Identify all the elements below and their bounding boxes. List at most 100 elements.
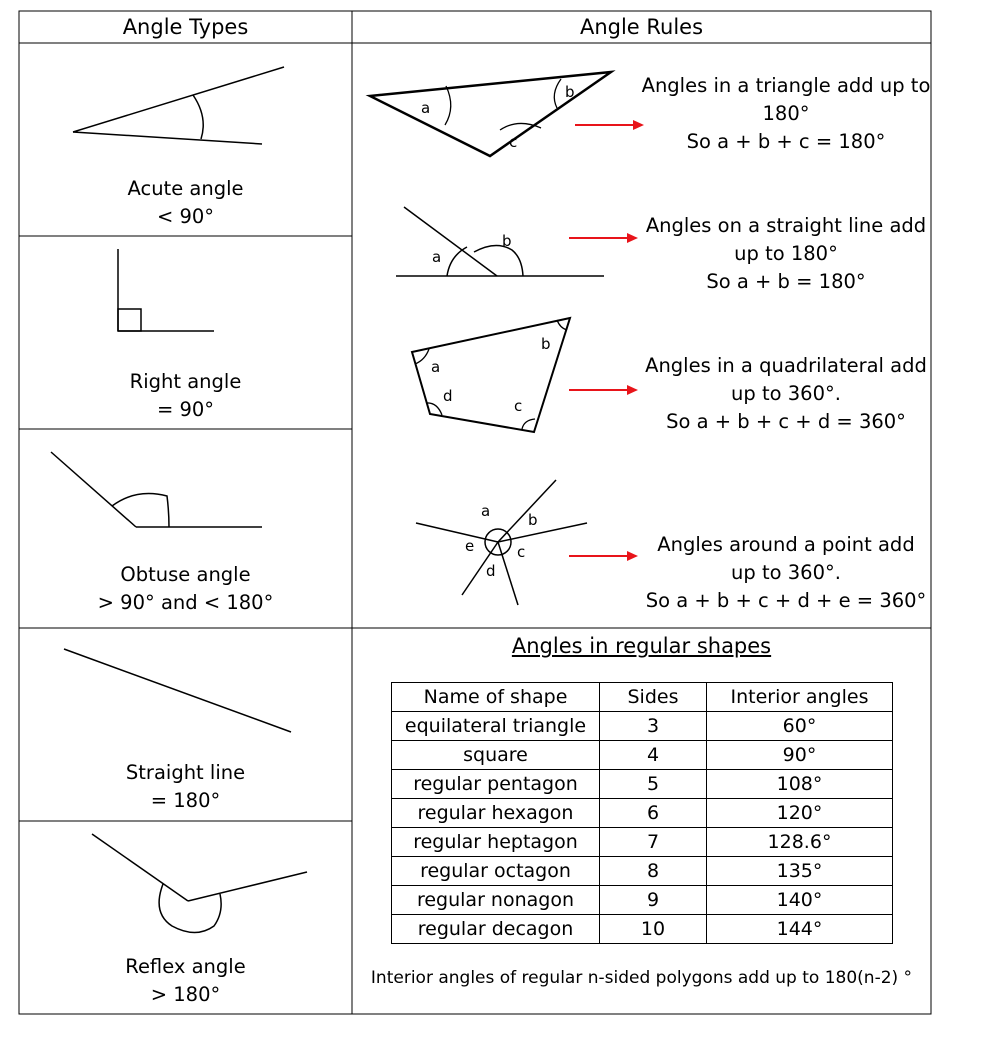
- sides-cell: 4: [599, 740, 707, 770]
- point-rule-text: Angles around a point add up to 360°. So…: [641, 531, 931, 615]
- point-label-e: e: [465, 537, 474, 555]
- obtuse-angle-name: Obtuse angle: [120, 563, 251, 586]
- sides-cell: 6: [599, 798, 707, 828]
- straight-line-name: Straight line: [125, 761, 246, 784]
- angle-cell: 128.6°: [706, 827, 893, 857]
- shape-name-cell: regular octagon: [391, 856, 600, 886]
- quadrilateral-rule-line-1: Angles in a quadrilateral add: [645, 354, 927, 377]
- red-arrow-icon: [569, 233, 638, 243]
- straight-line-rule-line-1: Angles on a straight line add: [645, 214, 927, 237]
- right-angle-caption: Right angle = 90°: [19, 368, 352, 424]
- shape-name-cell: regular nonagon: [391, 885, 600, 915]
- column-header-sides: Sides: [599, 682, 707, 712]
- table-grid: [18, 10, 932, 1015]
- column-header-angles: Interior angles: [706, 682, 893, 712]
- angle-cell: 108°: [706, 769, 893, 799]
- acute-angle-diagram: [72, 66, 285, 145]
- red-arrow-icon: [569, 385, 638, 395]
- column-header-name: Name of shape: [391, 682, 600, 712]
- reflex-angle-diagram: [91, 833, 308, 934]
- sides-cell: 3: [599, 711, 707, 741]
- table-body: equilateral triangle 3 60° square 4 90° regu…: [391, 711, 893, 944]
- shape-name-cell: equilateral triangle: [391, 711, 600, 741]
- reflex-angle-caption: Reflex angle > 180°: [19, 953, 352, 1009]
- point-label-b: b: [528, 511, 538, 529]
- sides-cell: 5: [599, 769, 707, 799]
- header-angle-types: Angle Types: [122, 15, 249, 39]
- red-arrow-icon: [569, 551, 638, 561]
- point-label-a: a: [481, 502, 490, 520]
- table-row: regular heptagon 7 128.6°: [391, 827, 893, 857]
- straight-line-caption: Straight line = 180°: [19, 759, 352, 815]
- point-rule-line-1: Angles around a point add: [657, 533, 915, 556]
- right-angle-diagram: [117, 249, 214, 332]
- acute-angle-value: < 90°: [156, 205, 215, 228]
- table-row: regular octagon 8 135°: [391, 856, 893, 886]
- obtuse-angle-value: > 90° and < 180°: [97, 591, 274, 614]
- straight-line-rule-line-2: up to 180°: [734, 242, 838, 265]
- straight-line-value: = 180°: [150, 789, 221, 812]
- obtuse-angle-diagram: [50, 451, 262, 528]
- shape-name-cell: regular decagon: [391, 914, 600, 944]
- shape-name-cell: regular heptagon: [391, 827, 600, 857]
- table-row: equilateral triangle 3 60°: [391, 711, 893, 741]
- quad-label-c: c: [514, 397, 522, 415]
- shape-name-cell: regular pentagon: [391, 769, 600, 799]
- table-row: regular nonagon 9 140°: [391, 885, 893, 915]
- triangle-label-c: c: [509, 133, 517, 151]
- angle-cell: 60°: [706, 711, 893, 741]
- regular-shapes-footnote: Interior angles of regular n-sided polyg…: [370, 968, 913, 988]
- quad-label-a: a: [431, 358, 440, 376]
- triangle-rule-text: Angles in a triangle add up to 180° So a…: [641, 72, 931, 156]
- quad-label-d: d: [443, 387, 453, 405]
- point-label-d: d: [486, 562, 496, 580]
- right-angle-name: Right angle: [129, 370, 242, 393]
- regular-shapes-title: Angles in regular shapes: [511, 634, 772, 658]
- point-diagram: [415, 479, 588, 606]
- quadrilateral-diagram: [410, 316, 572, 434]
- angle-cell: 140°: [706, 885, 893, 915]
- point-rule-line-2: up to 360°.: [731, 561, 841, 584]
- table-row: regular decagon 10 144°: [391, 914, 893, 944]
- angle-cell: 144°: [706, 914, 893, 944]
- angle-cell: 120°: [706, 798, 893, 828]
- regular-shapes-table: Name of shape Sides Interior angles equi…: [391, 682, 893, 944]
- triangle-diagram: [365, 70, 616, 158]
- point-rule-line-3: So a + b + c + d + e = 360°: [645, 589, 927, 612]
- sides-cell: 8: [599, 856, 707, 886]
- quadrilateral-rule-text: Angles in a quadrilateral add up to 360°…: [641, 352, 931, 436]
- triangle-rule-line-3: So a + b + c = 180°: [686, 130, 886, 153]
- triangle-label-b: b: [565, 83, 575, 101]
- acute-angle-name: Acute angle: [127, 177, 244, 200]
- quadrilateral-rule-line-2: up to 360°.: [731, 382, 841, 405]
- straight-line-diagram: [63, 648, 292, 733]
- quad-label-b: b: [541, 335, 551, 353]
- acute-angle-caption: Acute angle < 90°: [19, 175, 352, 231]
- sides-cell: 10: [599, 914, 707, 944]
- table-row: regular hexagon 6 120°: [391, 798, 893, 828]
- right-angle-value: = 90°: [156, 398, 215, 421]
- point-label-c: c: [517, 543, 525, 561]
- header-angle-rules: Angle Rules: [579, 15, 704, 39]
- straight-line-rule-diagram: [396, 206, 604, 277]
- angle-cell: 90°: [706, 740, 893, 770]
- sides-cell: 7: [599, 827, 707, 857]
- line-label-b: b: [502, 232, 512, 250]
- straight-line-rule-line-3: So a + b = 180°: [706, 270, 866, 293]
- line-label-a: a: [432, 248, 441, 266]
- table-header-row: Name of shape Sides Interior angles: [391, 682, 893, 712]
- shape-name-cell: square: [391, 740, 600, 770]
- quadrilateral-rule-line-3: So a + b + c + d = 360°: [666, 410, 906, 433]
- reflex-angle-value: > 180°: [150, 983, 221, 1006]
- table-row: square 4 90°: [391, 740, 893, 770]
- shape-name-cell: regular hexagon: [391, 798, 600, 828]
- obtuse-angle-caption: Obtuse angle > 90° and < 180°: [19, 561, 352, 617]
- table-row: regular pentagon 5 108°: [391, 769, 893, 799]
- triangle-rule-line-2: 180°: [762, 102, 810, 125]
- arrow-icons: [569, 120, 644, 561]
- red-arrow-icon: [575, 120, 644, 130]
- triangle-rule-line-1: Angles in a triangle add up to: [641, 74, 931, 97]
- reflex-angle-name: Reflex angle: [125, 955, 246, 978]
- sides-cell: 9: [599, 885, 707, 915]
